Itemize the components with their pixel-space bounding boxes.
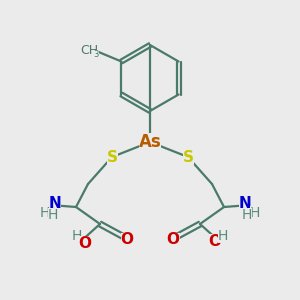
- Text: O: O: [79, 236, 92, 250]
- Text: As: As: [139, 133, 161, 151]
- Text: O: O: [121, 232, 134, 247]
- Text: H: H: [40, 206, 50, 220]
- Text: S: S: [182, 149, 194, 164]
- Text: H: H: [242, 208, 252, 222]
- Text: O: O: [167, 232, 179, 247]
- Text: 3: 3: [94, 50, 99, 59]
- Text: H: H: [72, 229, 82, 243]
- Text: CH: CH: [80, 44, 98, 57]
- Text: H: H: [250, 206, 260, 220]
- Text: H: H: [48, 208, 58, 222]
- Text: H: H: [218, 229, 228, 243]
- Text: N: N: [49, 196, 62, 211]
- Text: S: S: [106, 149, 118, 164]
- Text: O: O: [208, 233, 221, 248]
- Text: N: N: [238, 196, 251, 211]
